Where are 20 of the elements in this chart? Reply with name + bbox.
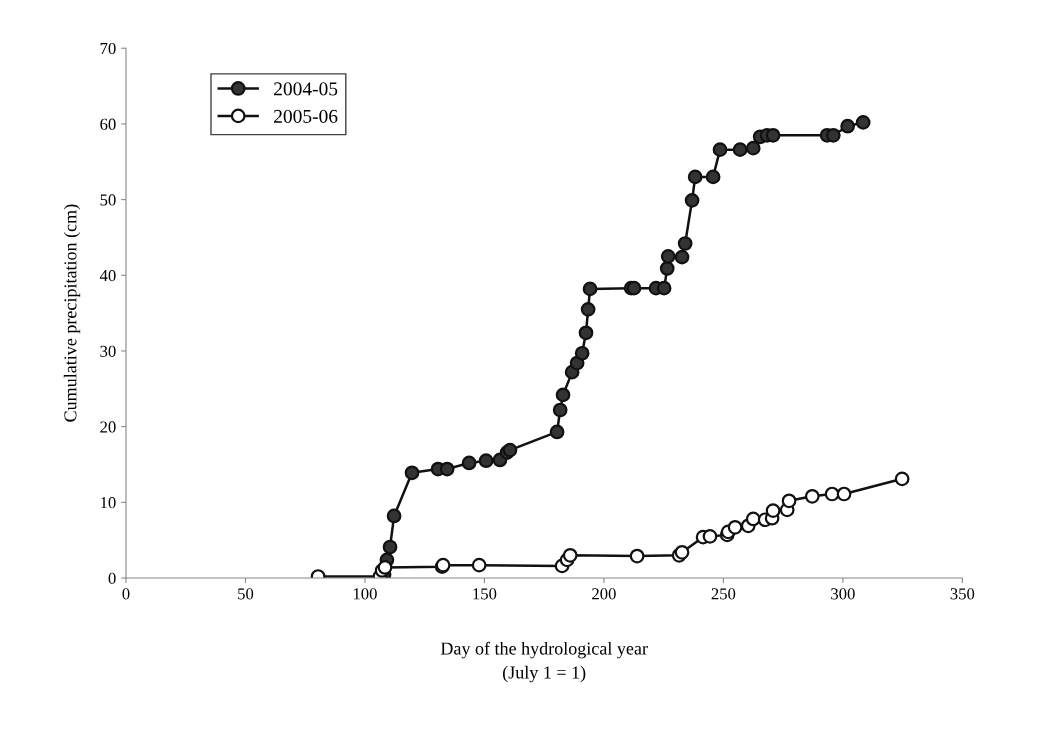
y-tick-label: 30 — [100, 345, 116, 357]
legend-label: 2005-06 — [274, 109, 338, 123]
x-axis-title: Day of the hydrological year (July 1 = 1) — [440, 641, 648, 683]
y-tick-label: 60 — [100, 118, 116, 130]
x-tick-label: 300 — [831, 588, 855, 600]
y-tick-label: 50 — [100, 194, 116, 206]
x-tick-label: 250 — [711, 588, 736, 600]
x-tick-label: 0 — [122, 588, 130, 600]
x-tick-label: 100 — [353, 588, 377, 600]
y-tick-label: 20 — [100, 421, 116, 433]
x-tick-label: 350 — [950, 588, 975, 600]
x-tick-label: 150 — [473, 588, 497, 600]
y-tick-label: 10 — [101, 497, 116, 509]
x-tick-label: 200 — [592, 588, 616, 600]
y-tick-label: 70 — [100, 42, 116, 55]
y-tick-label: 40 — [99, 269, 116, 282]
x-tick-label: 50 — [238, 588, 254, 600]
y-axis-title: Cumulative precipitation (cm) — [63, 204, 81, 422]
legend-label: 2004-05 — [274, 82, 338, 96]
y-tick-label: 0 — [108, 572, 116, 584]
